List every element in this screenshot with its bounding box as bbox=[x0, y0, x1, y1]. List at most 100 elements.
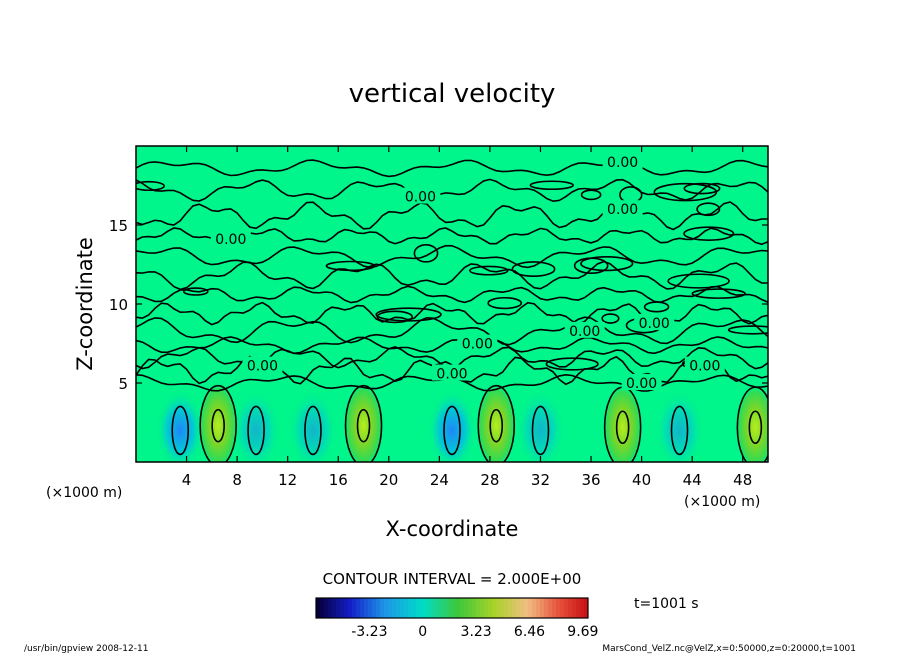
contour-label: 0.00 bbox=[436, 367, 467, 383]
contour-label-bg bbox=[602, 200, 643, 217]
contour-label-bg bbox=[210, 230, 251, 247]
colorbar-segment bbox=[444, 598, 449, 618]
contour-line bbox=[136, 178, 768, 203]
colorbar-segment bbox=[488, 598, 493, 618]
contour-loop bbox=[667, 273, 730, 289]
contour-loop bbox=[183, 287, 209, 296]
contour-label-bg bbox=[621, 374, 662, 390]
x-tick-label: 36 bbox=[581, 471, 600, 489]
colorbar-segment bbox=[552, 598, 557, 618]
colorbar-segment bbox=[364, 598, 369, 618]
contour-line bbox=[136, 201, 768, 231]
colorbar-segment bbox=[348, 598, 353, 618]
colorbar-segment bbox=[492, 598, 497, 618]
footer-right: MarsCond_VelZ.nc@VelZ,x=0:50000,z=0:2000… bbox=[602, 644, 856, 654]
colorbar-segment bbox=[460, 598, 465, 618]
x-tick-label: 40 bbox=[632, 471, 651, 489]
colorbar-segment bbox=[560, 598, 565, 618]
chart-title: vertical velocity bbox=[349, 79, 556, 109]
x-tick-label: 28 bbox=[480, 471, 499, 489]
contour-loop bbox=[580, 189, 602, 201]
contour-loop bbox=[696, 202, 721, 217]
updraft-contour bbox=[356, 408, 371, 443]
colorbar-segment bbox=[336, 598, 341, 618]
downdraft-contour bbox=[247, 405, 265, 456]
colorbar-segment bbox=[528, 598, 533, 618]
colorbar-segment bbox=[380, 598, 385, 618]
colorbar-segment bbox=[500, 598, 505, 618]
colorbar-segment bbox=[408, 598, 413, 618]
colorbar-segment bbox=[324, 598, 329, 618]
colorbar-segment bbox=[400, 598, 405, 618]
updraft-cell bbox=[343, 381, 384, 462]
x-tick-label: 24 bbox=[430, 471, 449, 489]
downdraft-contour bbox=[670, 405, 689, 456]
contour-loop bbox=[376, 310, 414, 324]
contour-loop bbox=[413, 243, 439, 263]
contour-label: 0.00 bbox=[607, 202, 638, 218]
colorbar-segment bbox=[388, 598, 393, 618]
colorbar-segment bbox=[368, 598, 373, 618]
colorbar-segment bbox=[536, 598, 541, 618]
contour-label-bg bbox=[432, 364, 472, 381]
colorbar-tick-label: -3.23 bbox=[351, 624, 387, 640]
contour-label-bg bbox=[564, 321, 605, 338]
updraft-contour bbox=[477, 384, 516, 462]
colorbar-segment bbox=[344, 598, 349, 618]
colorbar-segment bbox=[480, 598, 485, 618]
downdraft-cell bbox=[516, 390, 565, 462]
x-units-right: (×1000 m) bbox=[684, 494, 760, 510]
colorbar-segment bbox=[556, 598, 561, 618]
contour-loop bbox=[691, 288, 746, 299]
updraft-contour bbox=[748, 410, 763, 445]
colorbar-segment bbox=[440, 598, 445, 618]
x-tick-label: 8 bbox=[232, 471, 242, 489]
contour-line bbox=[136, 244, 768, 269]
contour-loop bbox=[136, 180, 165, 192]
contour-label-bg bbox=[242, 356, 283, 373]
x-tick-label: 48 bbox=[733, 471, 752, 489]
colorbar-segment bbox=[436, 598, 441, 618]
downdraft-contour bbox=[443, 405, 461, 456]
contour-loop bbox=[727, 325, 768, 335]
contour-label-bg bbox=[400, 187, 441, 204]
colorbar-segment bbox=[548, 598, 553, 618]
contour-loop bbox=[511, 261, 556, 277]
contour-label: 0.00 bbox=[626, 376, 657, 392]
colorbar-tick-label: 9.69 bbox=[567, 624, 598, 640]
colorbar-segment bbox=[384, 598, 389, 618]
colorbar-segment bbox=[392, 598, 397, 618]
colorbar-tick-label: 3.23 bbox=[461, 624, 492, 640]
colorbar-segment bbox=[496, 598, 501, 618]
contour-label-bg bbox=[684, 356, 725, 373]
contour-loop bbox=[580, 255, 634, 272]
contour-loop bbox=[487, 296, 523, 310]
colorbar-frame bbox=[315, 597, 589, 619]
colorbar-segment bbox=[468, 598, 473, 618]
colorbar-segment bbox=[524, 598, 529, 618]
contour-interval-text: CONTOUR INTERVAL = 2.000E+00 bbox=[323, 570, 582, 588]
contour-label: 0.00 bbox=[569, 324, 600, 340]
downdraft-cell bbox=[232, 390, 281, 462]
contour-line bbox=[136, 285, 768, 304]
colorbar-segment bbox=[568, 598, 573, 618]
colorbar-tick-label: 6.46 bbox=[514, 624, 545, 640]
y-tick-label: 5 bbox=[118, 375, 128, 393]
colorbar-segment bbox=[476, 598, 481, 618]
contour-loop bbox=[683, 226, 735, 241]
colorbar-segment bbox=[416, 598, 421, 618]
colorbar-segment bbox=[340, 598, 345, 618]
contour-label: 0.00 bbox=[639, 316, 670, 332]
y-tick-label: 10 bbox=[109, 296, 128, 314]
updraft-cell bbox=[198, 381, 239, 462]
colorbar-tick-label: 0 bbox=[418, 624, 427, 640]
contour-loop bbox=[529, 180, 574, 191]
contour-label-bg bbox=[634, 313, 675, 330]
colorbar-segment bbox=[448, 598, 453, 618]
colorbar-segment bbox=[404, 598, 409, 618]
contour-loop bbox=[653, 182, 718, 202]
contour-loop bbox=[643, 301, 670, 313]
colorbar-segment bbox=[316, 598, 321, 618]
time-label: t=1001 s bbox=[634, 596, 699, 612]
x-tick-label: 44 bbox=[683, 471, 702, 489]
